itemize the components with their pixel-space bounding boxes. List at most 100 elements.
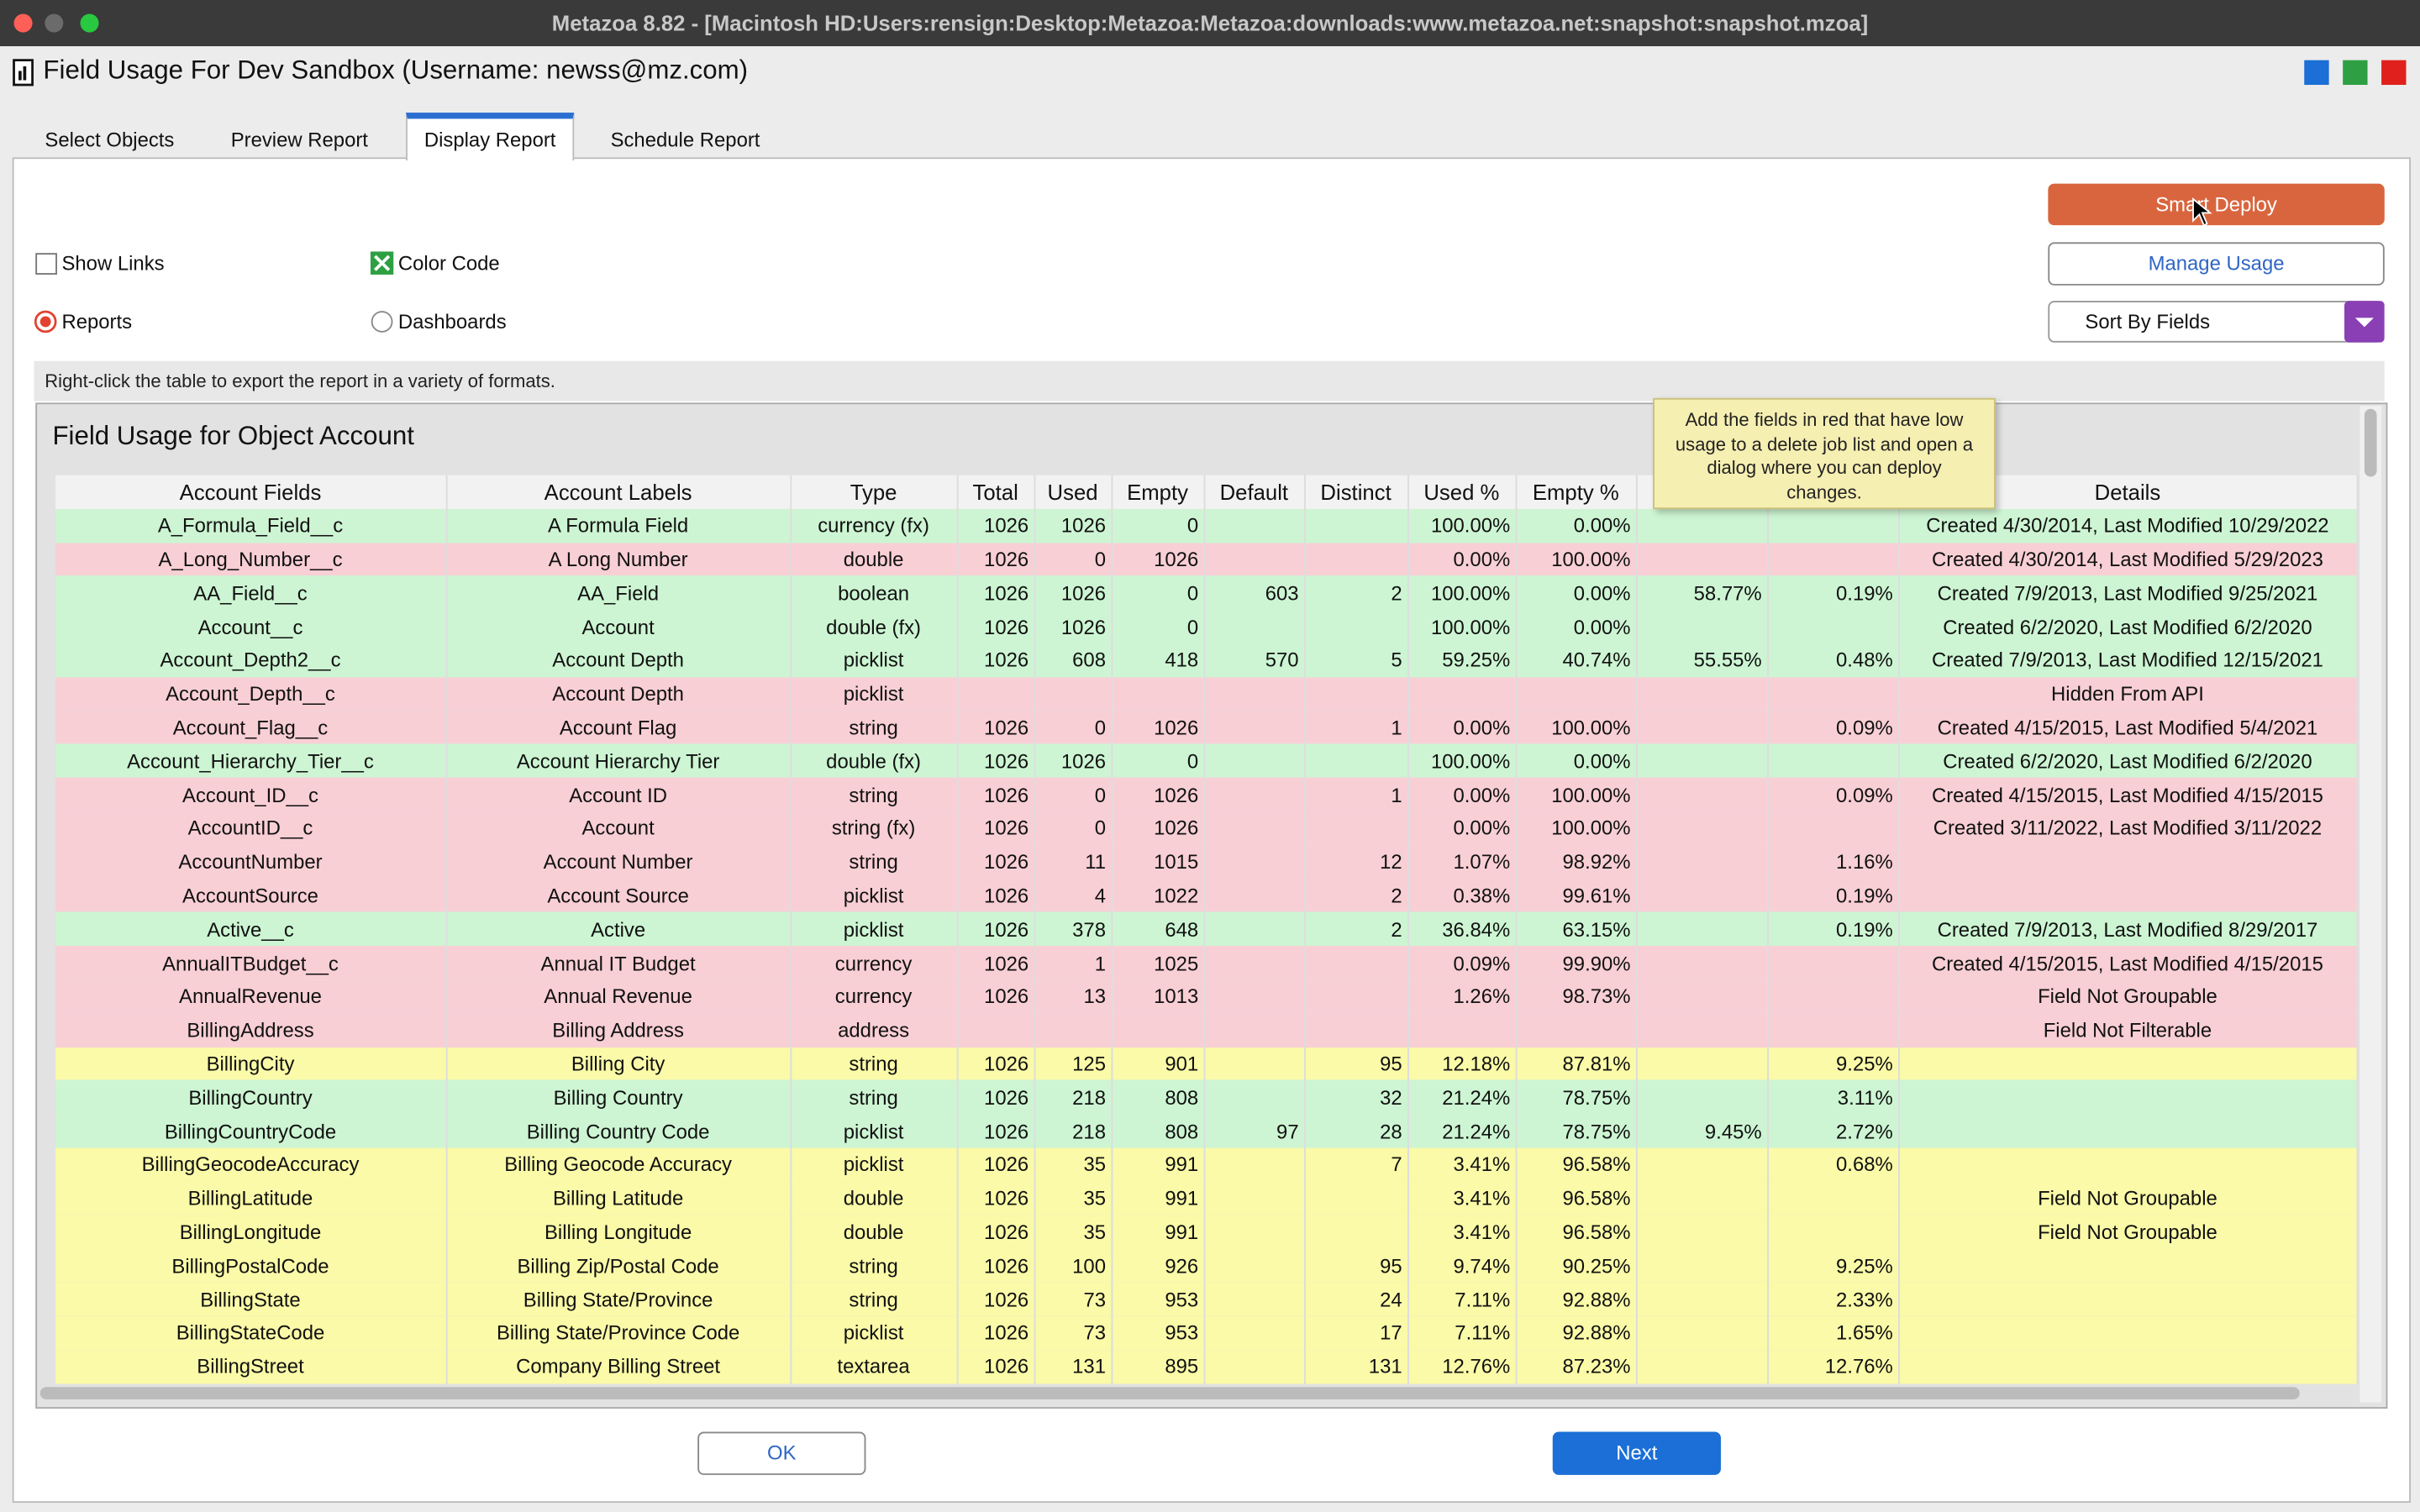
- radio-selected[interactable]: [34, 310, 57, 333]
- table-cell: [1204, 1047, 1304, 1080]
- table-cell: 1026: [1111, 778, 1203, 811]
- add-window-button[interactable]: [2304, 60, 2328, 85]
- table-cell: 0.00%: [1516, 610, 1636, 643]
- table-cell: 0.00%: [1407, 778, 1516, 811]
- table-cell: 9.74%: [1407, 1249, 1516, 1283]
- manage-usage-button[interactable]: Manage Usage: [2048, 242, 2384, 285]
- table-cell: Billing Zip/Postal Code: [446, 1249, 791, 1283]
- maximize-window-button[interactable]: [2343, 60, 2367, 85]
- table-cell: Account: [446, 811, 791, 845]
- table-row: Account_ID__cAccount IDstring10260102610…: [55, 778, 2357, 811]
- table-row: AccountID__cAccountstring (fx)1026010260…: [55, 811, 2357, 845]
- horizontal-scrollbar[interactable]: [40, 1387, 2300, 1399]
- minimize-button[interactable]: [45, 14, 63, 33]
- table-cell: 21.24%: [1407, 1080, 1516, 1114]
- close-window-button[interactable]: [2381, 60, 2406, 85]
- ok-button[interactable]: OK: [697, 1431, 865, 1474]
- table-cell: [1407, 1013, 1516, 1047]
- table-cell: Created 3/11/2022, Last Modified 3/11/20…: [1898, 811, 2357, 845]
- vertical-scrollbar[interactable]: [2360, 406, 2381, 1403]
- table-cell: AA_Field: [446, 576, 791, 610]
- table-cell: boolean: [790, 576, 956, 610]
- table-cell: [1636, 1316, 1767, 1350]
- table-cell: Created 4/30/2014, Last Modified 10/29/2…: [1898, 509, 2357, 543]
- table-cell: 0: [1111, 509, 1203, 543]
- tab-active[interactable]: Display Report: [406, 113, 574, 160]
- table-cell: 953: [1111, 1283, 1203, 1316]
- zoom-button[interactable]: [81, 14, 99, 33]
- table-cell: 4: [1034, 879, 1112, 912]
- table-cell: [1898, 1080, 2357, 1114]
- table-cell: [1204, 1283, 1304, 1316]
- table-cell: 99.61%: [1516, 879, 1636, 912]
- option-label: Reports: [61, 310, 132, 333]
- table-cell: 13: [1034, 979, 1112, 1013]
- table-cell: Annual IT Budget: [446, 946, 791, 979]
- column-header: Distinct: [1304, 475, 1407, 509]
- table-cell: Company Billing Street: [446, 1350, 791, 1383]
- table-cell: [1636, 1147, 1767, 1181]
- table-cell: 131: [1304, 1350, 1407, 1383]
- table-cell: 1026: [957, 1114, 1034, 1147]
- table-cell: Account_Depth2__c: [55, 643, 446, 677]
- table-cell: 0.19%: [1767, 879, 1898, 912]
- table-cell: 12.18%: [1407, 1047, 1516, 1080]
- table-cell: BillingCity: [55, 1047, 446, 1080]
- table-cell: [1898, 1316, 2357, 1350]
- table-cell: 7: [1304, 1147, 1407, 1181]
- table-cell: 953: [1111, 1316, 1203, 1350]
- table-cell: 28: [1304, 1114, 1407, 1147]
- dropdown-arrow[interactable]: [2344, 301, 2385, 343]
- table-cell: 218: [1034, 1114, 1112, 1147]
- table-cell: 0.00%: [1407, 811, 1516, 845]
- table-cell: Hidden From API: [1898, 677, 2357, 711]
- table-cell: [1636, 677, 1767, 711]
- table-cell: [1898, 1350, 2357, 1383]
- close-button[interactable]: [14, 14, 33, 33]
- tab[interactable]: Schedule Report: [590, 113, 781, 159]
- table-title: Field Usage for Object Account: [52, 421, 413, 452]
- table-cell: 1.16%: [1767, 845, 1898, 879]
- table-row: AccountNumberAccount Numberstring1026111…: [55, 845, 2357, 879]
- table-cell: Account_ID__c: [55, 778, 446, 811]
- tab[interactable]: Preview Report: [210, 113, 389, 159]
- table-cell: 98.73%: [1516, 979, 1636, 1013]
- next-button[interactable]: Next: [1553, 1431, 1721, 1474]
- table-cell: 1026: [957, 576, 1034, 610]
- table-cell: AnnualRevenue: [55, 979, 446, 1013]
- table-cell: [1034, 1013, 1112, 1047]
- table-row: AA_Field__cAA_Fieldboolean10261026060321…: [55, 576, 2357, 610]
- table-cell: 0.09%: [1407, 946, 1516, 979]
- table-cell: [1636, 1350, 1767, 1383]
- table-cell: [1204, 912, 1304, 946]
- table-cell: 95: [1304, 1047, 1407, 1080]
- table-cell: [1636, 1080, 1767, 1114]
- table-cell: 1: [1304, 711, 1407, 744]
- table-cell: 97: [1204, 1114, 1304, 1147]
- table-cell: Created 4/15/2015, Last Modified 5/4/202…: [1898, 711, 2357, 744]
- table-cell: 78.75%: [1516, 1114, 1636, 1147]
- table-cell: 99.90%: [1516, 946, 1636, 979]
- table-cell: [1204, 879, 1304, 912]
- table-cell: [1898, 879, 2357, 912]
- smart-deploy-button[interactable]: Smart Deploy: [2048, 184, 2384, 226]
- table-cell: [1636, 1181, 1767, 1215]
- table-cell: 0: [1034, 711, 1112, 744]
- table-row: Account__cAccountdouble (fx)102610260100…: [55, 610, 2357, 643]
- table-cell: 1026: [957, 845, 1034, 879]
- tab[interactable]: Select Objects: [18, 113, 201, 159]
- checkbox-checked[interactable]: [371, 251, 394, 275]
- table-cell: 0.68%: [1767, 1147, 1898, 1181]
- table-cell: Account Hierarchy Tier: [446, 744, 791, 778]
- table-row: BillingLongitudeBilling Longitudedouble1…: [55, 1215, 2357, 1248]
- table-cell: 100.00%: [1407, 610, 1516, 643]
- table-cell: 991: [1111, 1147, 1203, 1181]
- table-cell: 125: [1034, 1047, 1112, 1080]
- table-cell: [1898, 1114, 2357, 1147]
- table-cell: [1204, 1080, 1304, 1114]
- radio[interactable]: [371, 310, 394, 333]
- table-cell: Account__c: [55, 610, 446, 643]
- checkbox[interactable]: [35, 253, 57, 275]
- table-cell: [1767, 946, 1898, 979]
- table-cell: [1304, 677, 1407, 711]
